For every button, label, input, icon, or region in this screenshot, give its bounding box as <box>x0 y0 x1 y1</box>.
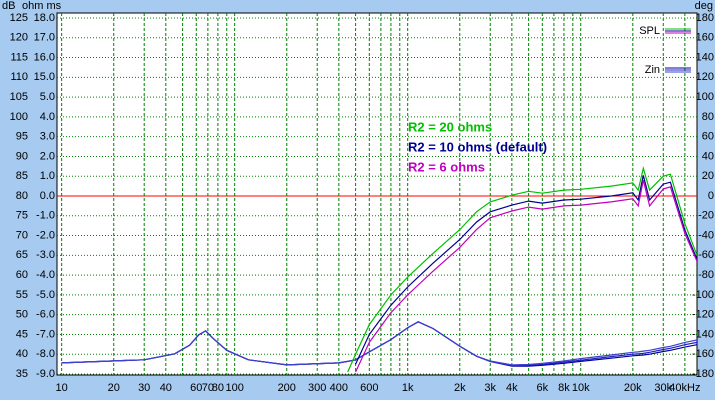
y2-tick-label: -140 <box>692 328 714 340</box>
ohm-tick-label: -4.0 <box>36 269 55 281</box>
y2-tick-label: 100 <box>696 91 714 103</box>
data-line <box>61 321 697 366</box>
x-tick-label: 8k <box>558 382 570 394</box>
y-tick-label: 45 <box>16 328 28 340</box>
x-tick-label: 200 <box>278 382 296 394</box>
series-label: R2 = 20 ohms <box>408 119 492 134</box>
x-tick-label: 30 <box>138 382 150 394</box>
y2-tick-label: -180 <box>692 368 714 380</box>
y2-tick-label: -60 <box>698 249 714 261</box>
ohm-tick-label: 18.0 <box>34 12 55 24</box>
y-tick-label: 50 <box>16 309 28 321</box>
ohm-tick-label: -5.0 <box>36 289 55 301</box>
y2-tick-label: -120 <box>692 309 714 321</box>
y2-tick-label: 140 <box>696 51 714 63</box>
ohm-axis-header: ohm ms <box>22 0 62 12</box>
y-tick-label: 100 <box>10 111 28 123</box>
y2-tick-label: -160 <box>692 348 714 360</box>
data-line <box>355 175 697 365</box>
y2-tick-label: -100 <box>692 289 714 301</box>
y-tick-label: 125 <box>10 12 28 24</box>
x-tick-label: 40kHz <box>669 382 700 394</box>
y-tick-label: 55 <box>16 289 28 301</box>
y-tick-label: 110 <box>10 71 28 83</box>
ohm-tick-label: 4.0 <box>40 111 55 123</box>
y2-tick-label: 80 <box>702 111 714 123</box>
x-tick-label: 40 <box>160 382 172 394</box>
ohm-tick-label: 16.0 <box>34 51 55 63</box>
y-tick-label: 85 <box>16 170 28 182</box>
y-tick-label: 70 <box>16 229 28 241</box>
y-tick-label: 105 <box>10 91 28 103</box>
x-tick-label: 300 <box>308 382 326 394</box>
x-tick-label: 3k <box>484 382 496 394</box>
x-tick-label: 60 <box>190 382 202 394</box>
ohm-tick-label: 0.0 <box>40 190 55 202</box>
ohm-tick-label: 15.0 <box>34 71 55 83</box>
x-tick-label: 600 <box>360 382 378 394</box>
data-line <box>355 180 697 373</box>
x-tick-label: 30k <box>654 382 672 394</box>
y-tick-label: 90 <box>16 150 28 162</box>
lines <box>61 165 697 373</box>
x-tick-label: 1k <box>402 382 414 394</box>
x-tick-label: 100 <box>225 382 243 394</box>
y-tick-label: 65 <box>16 249 28 261</box>
series-label: R2 = 6 ohms <box>408 159 485 174</box>
y2-tick-label: -40 <box>698 229 714 241</box>
x-tick-label: 400 <box>330 382 348 394</box>
x-tick-label: 20 <box>108 382 120 394</box>
y-tick-label: 75 <box>16 210 28 222</box>
y2-tick-label: 20 <box>702 170 714 182</box>
ohm-tick-label: 1.0 <box>40 170 55 182</box>
x-tick-label: 4k <box>506 382 518 394</box>
y2-tick-label: -80 <box>698 269 714 281</box>
ohm-tick-label: -1.0 <box>36 210 55 222</box>
ohm-tick-label: -9.0 <box>36 368 55 380</box>
legend-label: SPL <box>639 25 660 37</box>
x-tick-label: 70 <box>202 382 214 394</box>
ohm-tick-label: -7.0 <box>36 328 55 340</box>
y2-tick-label: 180 <box>696 12 714 24</box>
ohm-tick-label: -2.0 <box>36 229 55 241</box>
y-tick-label: 120 <box>10 32 28 44</box>
ohm-tick-label: 5.0 <box>40 91 55 103</box>
legend-label: Zin <box>645 64 660 76</box>
ohm-tick-label: 3.0 <box>40 131 55 143</box>
x-tick-label: 80 <box>212 382 224 394</box>
x-tick-label: 2k <box>454 382 466 394</box>
y-tick-label: 60 <box>16 269 28 281</box>
y-tick-label: 80 <box>16 190 28 202</box>
ohm-tick-label: 2.0 <box>40 150 55 162</box>
x-tick-label: 10 <box>56 382 68 394</box>
ohm-tick-label: -6.0 <box>36 309 55 321</box>
ohm-tick-label: 17.0 <box>34 32 55 44</box>
grid <box>57 13 697 375</box>
ohm-tick-label: -8.0 <box>36 348 55 360</box>
left-axis-header: dB <box>2 0 15 12</box>
x-tick-label: 20k <box>624 382 642 394</box>
right-axis-header: deg <box>695 0 713 12</box>
y2-tick-label: 0 <box>708 190 714 202</box>
series-label: R2 = 10 ohms (default) <box>408 139 547 154</box>
y-tick-label: 35 <box>16 368 28 380</box>
data-line <box>347 165 697 373</box>
ohm-tick-label: -3.0 <box>36 249 55 261</box>
y2-tick-label: 160 <box>696 32 714 44</box>
y2-tick-label: 60 <box>702 131 714 143</box>
plot-area <box>56 12 698 376</box>
y-tick-label: 115 <box>10 51 28 63</box>
y-tick-label: 40 <box>16 348 28 360</box>
x-tick-label: 6k <box>537 382 549 394</box>
y2-tick-label: -20 <box>698 210 714 222</box>
y2-tick-label: 40 <box>702 150 714 162</box>
y-tick-label: 95 <box>16 131 28 143</box>
y2-tick-label: 120 <box>696 71 714 83</box>
x-tick-label: 10k <box>572 382 590 394</box>
